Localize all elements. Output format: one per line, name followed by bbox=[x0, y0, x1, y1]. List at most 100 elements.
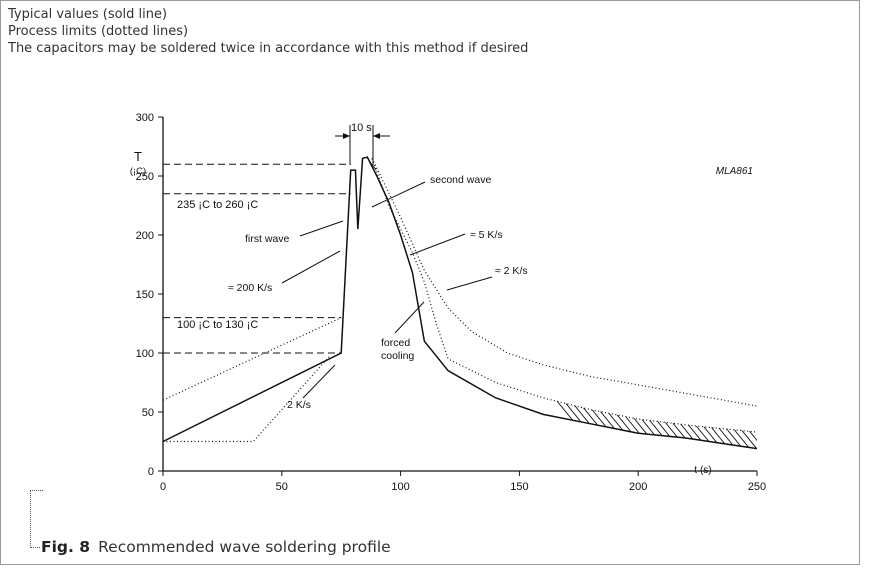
y-tick-label: 300 bbox=[136, 112, 154, 124]
note-typical-values: Typical values (sold line) bbox=[8, 7, 168, 22]
hatch-line bbox=[801, 150, 870, 470]
hatch-line bbox=[394, 157, 656, 449]
annotation-leader bbox=[394, 301, 425, 334]
y-tick-label: 250 bbox=[136, 171, 154, 183]
caption-bracket-foot bbox=[30, 547, 40, 548]
hatch-line bbox=[815, 150, 870, 470]
y-tick-label: 150 bbox=[136, 289, 154, 301]
annotation-leader bbox=[281, 250, 341, 284]
hatch-line bbox=[436, 157, 698, 449]
annotation-2ks-lower: 2 K/s bbox=[287, 399, 311, 411]
x-tick-label: 100 bbox=[391, 481, 409, 493]
hatch-line bbox=[688, 157, 757, 449]
y-axis-unit: (¡C) bbox=[130, 166, 146, 177]
x-tick-label: 200 bbox=[629, 481, 647, 493]
hatch-line bbox=[443, 157, 705, 449]
chart-annotations: MLA861 235 ¡C to 260 ¡C 100 ¡C to 130 ¡C 10… bbox=[177, 122, 753, 411]
chart-axes: 0 50 100 150 200 250 300 0 50 100 150 200 250 T (¡C) t … bbox=[130, 112, 766, 493]
dimension-arrowhead-left bbox=[343, 133, 350, 139]
process-limit-line bbox=[371, 158, 758, 433]
y-tick-label: 200 bbox=[136, 230, 154, 242]
hatch-line bbox=[366, 157, 628, 449]
hatch-line bbox=[534, 157, 757, 449]
annotation-leader bbox=[371, 181, 426, 208]
y-tick-label: 50 bbox=[142, 407, 154, 419]
hatch-line bbox=[794, 150, 870, 470]
x-axis-label: t (s) bbox=[694, 465, 711, 476]
hatch-line bbox=[702, 157, 757, 449]
hatch-line bbox=[646, 157, 757, 449]
hatch-line bbox=[653, 157, 757, 449]
hatch-line bbox=[759, 150, 870, 470]
hatch-line bbox=[401, 157, 663, 449]
y-tick-label: 100 bbox=[136, 348, 154, 360]
hatch-line bbox=[716, 157, 757, 449]
annotation-cooling: cooling bbox=[381, 350, 414, 362]
hatch-line bbox=[387, 157, 649, 449]
hatch-line bbox=[681, 157, 757, 449]
annotation-leader bbox=[409, 233, 466, 256]
forced-cooling-hatch bbox=[362, 150, 870, 470]
annotation-second-wave: second wave bbox=[430, 174, 491, 186]
annotation-5ks: ≈ 5 K/s bbox=[470, 229, 503, 241]
process-limit-line bbox=[371, 158, 758, 407]
figure-caption-text: Recommended wave soldering profile bbox=[98, 538, 391, 556]
hatch-line bbox=[808, 150, 870, 470]
hatch-line bbox=[618, 157, 757, 449]
note-process-limits: Process limits (dotted lines) bbox=[8, 24, 189, 39]
code-label: MLA861 bbox=[716, 166, 753, 177]
annotation-first-wave: first wave bbox=[245, 233, 290, 245]
hatch-line bbox=[787, 150, 870, 470]
figure-caption: Fig. 8 Recommended wave soldering profile bbox=[41, 538, 391, 556]
x-tick-label: 50 bbox=[276, 481, 288, 493]
annotation-range-low: 100 ¡C to 130 ¡C bbox=[177, 319, 258, 331]
hatch-line bbox=[380, 157, 642, 449]
hatch-line bbox=[780, 150, 870, 470]
x-tick-label: 250 bbox=[748, 481, 766, 493]
hatch-line bbox=[422, 157, 684, 449]
dimension-arrowhead-right bbox=[373, 133, 380, 139]
y-axis-label: T bbox=[134, 149, 142, 164]
annotation-2ks-upper: ≈ 2 K/s bbox=[495, 265, 528, 277]
hatch-line bbox=[674, 157, 757, 449]
chart-series bbox=[162, 156, 758, 450]
process-limit-line bbox=[162, 317, 342, 401]
y-tick-label: 0 bbox=[148, 466, 154, 478]
reference-lines bbox=[163, 163, 351, 354]
hatch-line bbox=[751, 157, 757, 449]
hatch-line bbox=[709, 157, 757, 449]
typical-profile-line bbox=[162, 156, 758, 450]
hatch-line bbox=[660, 157, 757, 449]
hatch-line bbox=[639, 157, 757, 449]
hatch-line bbox=[429, 157, 691, 449]
hatch-line bbox=[773, 150, 870, 470]
figure-frame bbox=[0, 0, 860, 565]
hatch-line bbox=[667, 157, 757, 449]
hatch-line bbox=[744, 157, 757, 449]
annotation-200ks: ≈ 200 K/s bbox=[228, 282, 272, 294]
annotation-leader bbox=[302, 364, 336, 399]
hatch-line bbox=[415, 157, 677, 449]
hatch-line bbox=[373, 157, 635, 449]
hatch-line bbox=[632, 157, 757, 449]
hatch-line bbox=[737, 157, 757, 449]
x-tick-label: 150 bbox=[510, 481, 528, 493]
hatch-line bbox=[766, 150, 870, 470]
annotation-range-high: 235 ¡C to 260 ¡C bbox=[177, 199, 258, 211]
annotation-forced: forced bbox=[381, 337, 410, 349]
figure-notes: Typical values (sold line) Process limit… bbox=[8, 6, 528, 57]
annotation-leader bbox=[446, 276, 493, 291]
annotation-leader bbox=[299, 220, 344, 237]
caption-bracket bbox=[30, 490, 43, 548]
note-soldered-twice: The capacitors may be soldered twice in … bbox=[8, 41, 529, 56]
x-tick-label: 0 bbox=[160, 481, 166, 493]
annotation-10s: 10 s bbox=[351, 122, 372, 134]
hatch-line bbox=[625, 157, 757, 449]
hatch-clip-group bbox=[362, 150, 870, 470]
hatch-line bbox=[730, 157, 757, 449]
figure-number: Fig. 8 bbox=[41, 538, 91, 556]
hatch-line bbox=[695, 157, 757, 449]
hatch-line bbox=[723, 157, 757, 449]
hatch-line bbox=[408, 157, 670, 449]
